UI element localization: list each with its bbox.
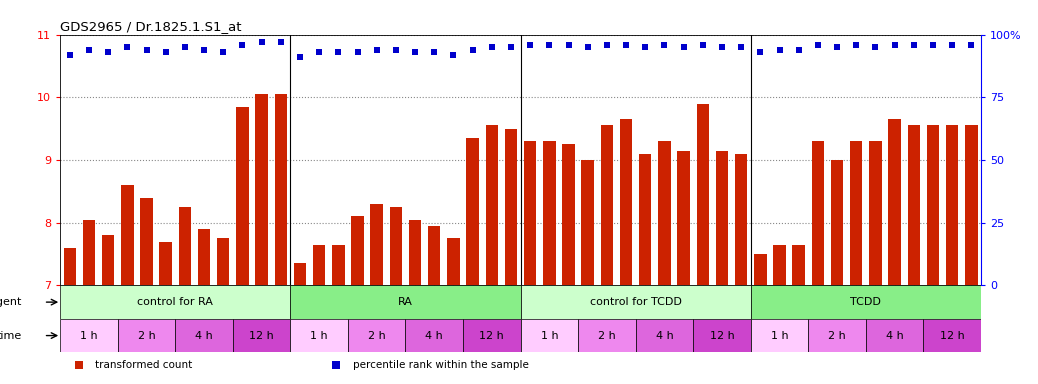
Text: 4 h: 4 h [885, 331, 903, 341]
Bar [750, 319, 809, 352]
Text: 2 h: 2 h [828, 331, 846, 341]
Bar [160, 242, 172, 285]
Bar [754, 254, 766, 285]
Bar [639, 154, 652, 285]
Bar [121, 185, 134, 285]
Text: 12 h: 12 h [249, 331, 274, 341]
Bar [866, 319, 924, 352]
Text: control for TCDD: control for TCDD [590, 297, 682, 307]
Bar [850, 141, 863, 285]
Bar [389, 207, 402, 285]
Bar [635, 319, 693, 352]
Text: control for RA: control for RA [137, 297, 213, 307]
Text: 12 h: 12 h [480, 331, 504, 341]
Bar [294, 263, 306, 285]
Bar [63, 248, 76, 285]
Bar [750, 285, 981, 319]
Text: 1 h: 1 h [770, 331, 788, 341]
Bar [830, 160, 843, 285]
Bar [175, 319, 233, 352]
Text: 1 h: 1 h [80, 331, 98, 341]
Text: 2 h: 2 h [367, 331, 385, 341]
Bar [696, 104, 709, 285]
Bar [946, 126, 958, 285]
Bar [907, 126, 920, 285]
Bar [348, 319, 406, 352]
Bar [60, 285, 291, 319]
Text: transformed count: transformed count [95, 360, 192, 370]
Bar [255, 94, 268, 285]
Bar [792, 245, 804, 285]
Text: 12 h: 12 h [939, 331, 964, 341]
Text: 4 h: 4 h [426, 331, 443, 341]
Bar [524, 141, 537, 285]
Text: GDS2965 / Dr.1825.1.S1_at: GDS2965 / Dr.1825.1.S1_at [60, 20, 242, 33]
Bar [102, 235, 114, 285]
Text: percentile rank within the sample: percentile rank within the sample [353, 360, 529, 370]
Text: 4 h: 4 h [656, 331, 674, 341]
Text: 1 h: 1 h [541, 331, 558, 341]
Bar [466, 138, 479, 285]
Bar [291, 319, 348, 352]
Text: 4 h: 4 h [195, 331, 213, 341]
Bar [563, 144, 575, 285]
Text: 2 h: 2 h [138, 331, 156, 341]
Bar [521, 319, 578, 352]
Bar [927, 126, 939, 285]
Bar [869, 141, 881, 285]
Bar [578, 319, 635, 352]
Bar [735, 154, 747, 285]
Bar [179, 207, 191, 285]
Bar [83, 220, 95, 285]
Bar [428, 226, 440, 285]
Text: agent: agent [0, 297, 22, 307]
Bar [409, 220, 421, 285]
Bar [658, 141, 671, 285]
Bar [543, 141, 555, 285]
Bar [486, 126, 498, 285]
Text: 2 h: 2 h [598, 331, 616, 341]
Bar [601, 126, 613, 285]
Text: 1 h: 1 h [310, 331, 328, 341]
Bar [521, 285, 750, 319]
Bar [351, 217, 363, 285]
Bar [504, 129, 517, 285]
Bar [581, 160, 594, 285]
Text: time: time [0, 331, 22, 341]
Bar [406, 319, 463, 352]
Bar [60, 319, 117, 352]
Text: RA: RA [398, 297, 413, 307]
Bar [447, 238, 460, 285]
Bar [117, 319, 175, 352]
Bar [620, 119, 632, 285]
Bar [217, 238, 229, 285]
Bar [463, 319, 521, 352]
Bar [924, 319, 981, 352]
Bar [889, 119, 901, 285]
Bar [312, 245, 325, 285]
Bar [716, 151, 729, 285]
Bar [332, 245, 345, 285]
Bar [678, 151, 690, 285]
Bar [275, 94, 288, 285]
Bar [965, 126, 978, 285]
Bar [371, 204, 383, 285]
Text: TCDD: TCDD [850, 297, 881, 307]
Bar [237, 107, 249, 285]
Bar [198, 229, 211, 285]
Bar [291, 285, 521, 319]
Bar [812, 141, 824, 285]
Bar [140, 198, 153, 285]
Bar [809, 319, 866, 352]
Bar [233, 319, 291, 352]
Text: 12 h: 12 h [710, 331, 734, 341]
Bar [773, 245, 786, 285]
Bar [693, 319, 750, 352]
